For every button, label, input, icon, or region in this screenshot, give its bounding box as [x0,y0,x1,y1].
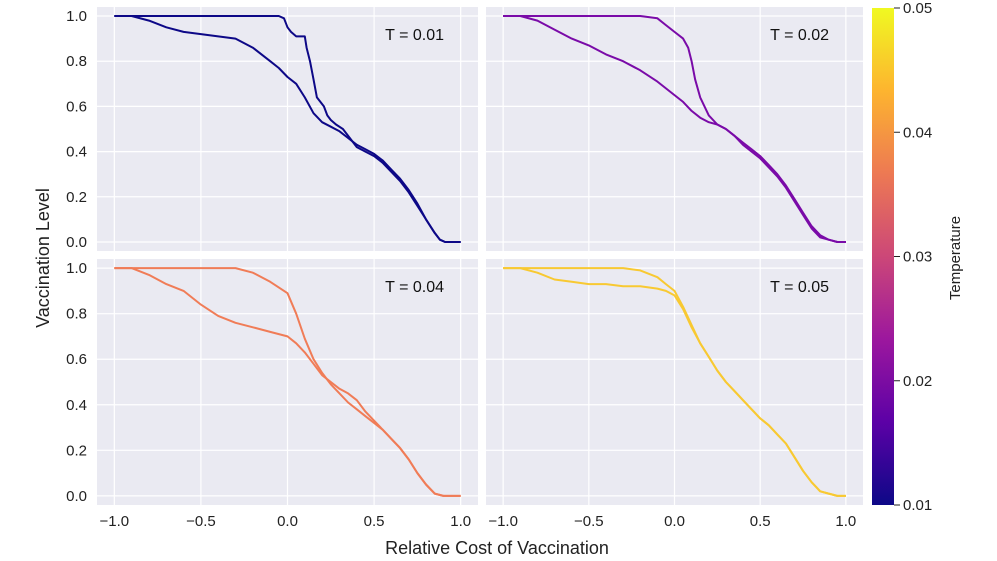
colorbar-strip [872,8,894,505]
colorbar-tick-label: 0.02 [903,373,932,390]
colorbar-tick-label: 0.05 [903,0,932,17]
x-tick-label: −0.5 [186,513,216,530]
y-tick-label: 0.8 [66,306,87,323]
y-tick-label: 0.2 [66,442,87,459]
x-tick-label: −1.0 [488,513,518,530]
y-tick-label: 0.4 [66,397,87,414]
panel-annotation: T = 0.04 [385,279,444,296]
y-tick-label: 0.6 [66,351,87,368]
colorbar-tick-label: 0.03 [903,249,932,266]
panel-annotation: T = 0.01 [385,27,444,44]
y-tick-label: 1.0 [66,260,87,277]
y-tick-label: 1.0 [66,8,87,25]
x-tick-label: 0.0 [277,513,298,530]
colorbar-tick-label: 0.01 [903,497,932,514]
x-tick-label: 0.5 [750,513,771,530]
colorbar-label: Temperature [947,216,964,300]
series-line-2 [503,15,846,243]
colorbar-ticks: 0.01 0.02 0.03 0.04 0.05 [894,0,932,514]
y-axis-label: Vaccination Level [33,188,53,328]
y-tick-label: 0.0 [66,488,87,505]
panels: 0.0 0.2 0.4 0.6 0.8 1.0 T = 0.01 T = 0.02 −1.0 −0… [66,7,863,530]
series-line-2 [503,267,846,497]
series-line-2 [114,267,461,497]
series-line-2 [114,15,461,243]
panel-annotation: T = 0.02 [770,27,829,44]
x-tick-label: 0.5 [364,513,385,530]
panel-3: −1.0 −0.5 0.0 0.5 1.0 0.0 0.2 0.4 0.6 0.8 1.0 T = 0… [66,259,478,530]
y-tick-label: 0.0 [66,234,87,251]
x-tick-label: −1.0 [100,513,130,530]
panel-2: T = 0.02 [486,7,863,251]
x-tick-label: 1.0 [835,513,856,530]
colorbar: 0.01 0.02 0.03 0.04 0.05 Temperature [872,0,964,514]
x-tick-label: 0.0 [664,513,685,530]
panel-1: 0.0 0.2 0.4 0.6 0.8 1.0 T = 0.01 [66,7,478,251]
panel-4: −1.0 −0.5 0.0 0.5 1.0 T = 0.05 [486,259,863,530]
colorbar-tick-label: 0.04 [903,124,932,141]
y-tick-label: 0.2 [66,189,87,206]
y-tick-label: 0.6 [66,98,87,115]
x-tick-label: −0.5 [574,513,604,530]
x-axis-label: Relative Cost of Vaccination [385,538,609,558]
y-tick-label: 0.4 [66,144,87,161]
panel-annotation: T = 0.05 [770,279,829,296]
x-tick-label: 1.0 [450,513,471,530]
y-tick-label: 0.8 [66,53,87,70]
